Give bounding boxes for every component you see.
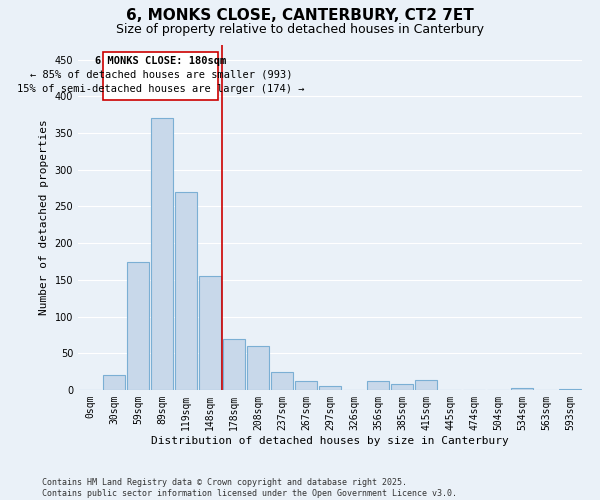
Text: Size of property relative to detached houses in Canterbury: Size of property relative to detached ho… bbox=[116, 22, 484, 36]
Text: 15% of semi-detached houses are larger (174) →: 15% of semi-detached houses are larger (… bbox=[17, 84, 305, 94]
Bar bbox=[319, 386, 341, 390]
Bar bbox=[295, 381, 317, 390]
X-axis label: Distribution of detached houses by size in Canterbury: Distribution of detached houses by size … bbox=[151, 436, 509, 446]
Bar bbox=[367, 381, 389, 390]
Bar bbox=[559, 388, 581, 390]
Bar bbox=[151, 118, 173, 390]
Bar bbox=[415, 380, 437, 390]
Text: Contains HM Land Registry data © Crown copyright and database right 2025.
Contai: Contains HM Land Registry data © Crown c… bbox=[42, 478, 457, 498]
Bar bbox=[127, 262, 149, 390]
Bar bbox=[175, 192, 197, 390]
Bar bbox=[223, 338, 245, 390]
Bar bbox=[511, 388, 533, 390]
Bar bbox=[247, 346, 269, 390]
Text: 6, MONKS CLOSE, CANTERBURY, CT2 7ET: 6, MONKS CLOSE, CANTERBURY, CT2 7ET bbox=[126, 8, 474, 22]
Bar bbox=[391, 384, 413, 390]
Bar bbox=[271, 372, 293, 390]
Y-axis label: Number of detached properties: Number of detached properties bbox=[39, 120, 49, 316]
Bar bbox=[199, 276, 221, 390]
FancyBboxPatch shape bbox=[103, 52, 218, 100]
Text: 6 MONKS CLOSE: 180sqm: 6 MONKS CLOSE: 180sqm bbox=[95, 56, 226, 66]
Text: ← 85% of detached houses are smaller (993): ← 85% of detached houses are smaller (99… bbox=[29, 70, 292, 80]
Bar bbox=[103, 376, 125, 390]
